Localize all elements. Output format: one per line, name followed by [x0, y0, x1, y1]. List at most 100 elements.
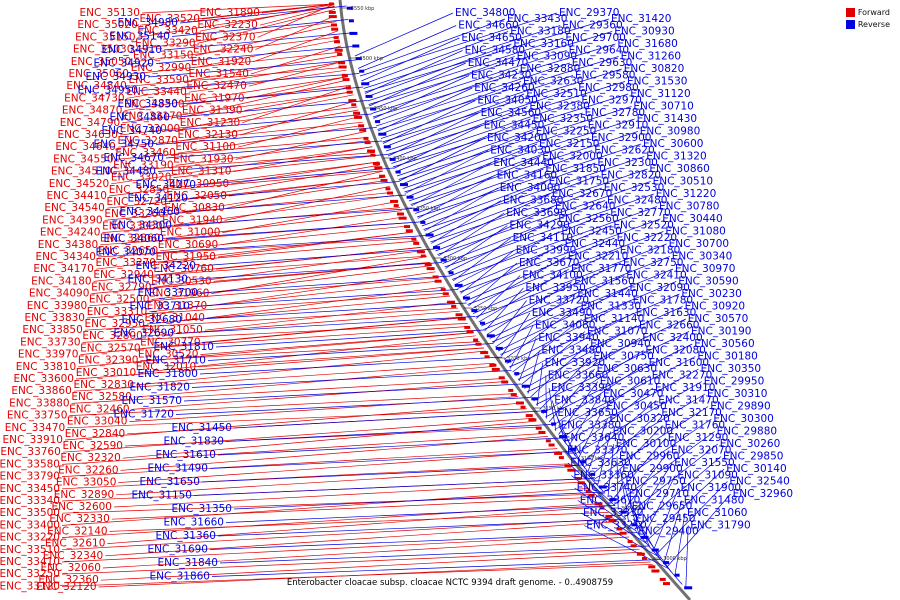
forward-gene-label[interactable]: ENC_35130 — [80, 7, 140, 19]
forward-gene-label[interactable]: ENC_33040 — [67, 416, 127, 428]
forward-gene-label[interactable]: ENC_32340 — [43, 550, 103, 562]
forward-gene-label[interactable]: ENC_31370 — [147, 300, 207, 312]
forward-gene-label[interactable]: ENC_33120 — [0, 580, 60, 592]
forward-gene-label[interactable]: ENC_32500 — [89, 294, 149, 306]
reverse-gene-label[interactable]: ENC_34860 — [110, 112, 170, 124]
forward-gene-label[interactable]: ENC_33300 — [124, 98, 184, 110]
forward-gene-label[interactable]: ENC_31000 — [160, 227, 220, 239]
reverse-gene-label[interactable]: ENC_32630 — [523, 76, 583, 88]
reverse-gene-label[interactable]: ENC_34050 — [477, 95, 537, 107]
reverse-gene-label[interactable]: ENC_34000 — [500, 182, 560, 194]
forward-gene-label[interactable]: ENC_33310 — [87, 306, 147, 318]
reverse-gene-label[interactable]: ENC_32770 — [610, 207, 670, 219]
forward-gene-label[interactable]: ENC_34510 — [51, 166, 111, 178]
forward-gene-label[interactable]: ENC_30770 — [140, 336, 200, 348]
reverse-gene-label[interactable]: ENC_31660 — [164, 517, 224, 529]
reverse-gene-label[interactable]: ENC_34270 — [136, 179, 196, 191]
forward-gene-label[interactable]: ENC_31960 — [149, 288, 209, 300]
forward-gene-label[interactable]: ENC_31920 — [191, 56, 251, 68]
reverse-gene-label[interactable]: ENC_31820 — [130, 382, 190, 394]
reverse-gene-label[interactable]: ENC_33840 — [554, 395, 614, 407]
forward-gene-label[interactable]: ENC_35030 — [73, 44, 133, 56]
reverse-gene-label[interactable]: ENC_29360 — [562, 20, 622, 32]
reverse-gene-label[interactable]: ENC_29750 — [625, 476, 685, 488]
reverse-gene-label[interactable]: ENC_34950 — [78, 85, 138, 97]
reverse-gene-label[interactable]: ENC_31480 — [684, 495, 744, 507]
reverse-gene-label[interactable]: ENC_33360 — [573, 470, 633, 482]
reverse-gene-label[interactable]: ENC_33370 — [567, 445, 627, 457]
forward-gene-label[interactable]: ENC_34410 — [47, 190, 107, 202]
reverse-gene-label[interactable]: ENC_30570 — [688, 313, 748, 325]
reverse-gene-label[interactable]: ENC_31800 — [138, 368, 198, 380]
forward-gene-label[interactable]: ENC_31050 — [142, 324, 202, 336]
reverse-gene-label[interactable]: ENC_31530 — [627, 76, 687, 88]
reverse-gene-label[interactable]: ENC_30820 — [624, 63, 684, 75]
forward-gene-label[interactable]: ENC_32850 — [109, 184, 169, 196]
forward-gene-label[interactable]: ENC_33580 — [0, 458, 60, 470]
reverse-gene-label[interactable]: ENC_30780 — [659, 201, 719, 213]
reverse-gene-label[interactable]: ENC_29400 — [638, 526, 698, 538]
forward-gene-label[interactable]: ENC_33520 — [140, 13, 200, 25]
forward-gene-label[interactable]: ENC_33810 — [16, 361, 76, 373]
forward-gene-label[interactable]: ENC_32370 — [195, 31, 255, 43]
reverse-gene-label[interactable]: ENC_33210 — [586, 520, 646, 532]
reverse-gene-label[interactable]: ENC_34230 — [471, 70, 531, 82]
forward-gene-label[interactable]: ENC_34520 — [49, 178, 109, 190]
reverse-gene-label[interactable]: ENC_31450 — [172, 422, 232, 434]
forward-gene-label[interactable]: ENC_30950 — [169, 178, 229, 190]
reverse-gene-label[interactable]: ENC_34850 — [118, 98, 178, 110]
forward-gene-label[interactable]: ENC_32360 — [38, 574, 98, 586]
reverse-gene-label[interactable]: ENC_30630 — [597, 363, 657, 375]
reverse-gene-label[interactable]: ENC_32750 — [623, 257, 683, 269]
reverse-gene-label[interactable]: ENC_34670 — [104, 152, 164, 164]
forward-gene-label[interactable]: ENC_35060 — [69, 68, 129, 80]
reverse-gene-label[interactable]: ENC_34920 — [94, 58, 154, 70]
reverse-gene-label[interactable]: ENC_33640 — [564, 432, 624, 444]
reverse-gene-label[interactable]: ENC_29370 — [559, 7, 619, 19]
reverse-gene-label[interactable]: ENC_31330 — [581, 301, 641, 313]
reverse-gene-label[interactable]: ENC_32660 — [639, 320, 699, 332]
forward-gene-label[interactable]: ENC_33440 — [126, 86, 186, 98]
reverse-gene-label[interactable]: ENC_30510 — [653, 176, 713, 188]
reverse-gene-label[interactable]: ENC_31550 — [674, 457, 734, 469]
reverse-gene-label[interactable]: ENC_34650 — [461, 32, 521, 44]
forward-gene-label[interactable]: ENC_31950 — [156, 251, 216, 263]
reverse-gene-label[interactable]: ENC_29580 — [575, 70, 635, 82]
reverse-gene-label[interactable]: ENC_33990 — [516, 245, 576, 257]
forward-gene-label[interactable]: ENC_33290 — [135, 37, 195, 49]
reverse-gene-label[interactable]: ENC_30140 — [726, 463, 786, 475]
forward-gene-label[interactable]: ENC_32320 — [60, 452, 120, 464]
reverse-gene-label[interactable]: ENC_34470 — [468, 57, 528, 69]
forward-gene-label[interactable]: ENC_32720 — [107, 196, 167, 208]
reverse-gene-label[interactable]: ENC_34800 — [455, 7, 515, 19]
reverse-gene-label[interactable]: ENC_31420 — [611, 13, 671, 25]
reverse-gene-label[interactable]: ENC_29900 — [622, 463, 682, 475]
reverse-gene-label[interactable]: ENC_34580 — [465, 45, 525, 57]
forward-gene-label[interactable]: ENC_33590 — [129, 74, 189, 86]
forward-gene-label[interactable]: ENC_33980 — [27, 300, 87, 312]
forward-gene-label[interactable]: ENC_33410 — [0, 556, 60, 568]
reverse-gene-label[interactable]: ENC_34070 — [96, 247, 156, 259]
reverse-gene-label[interactable]: ENC_31290 — [668, 432, 728, 444]
forward-gene-label[interactable]: ENC_33860 — [11, 385, 71, 397]
forward-gene-label[interactable]: ENC_32950 — [85, 318, 145, 330]
forward-gene-label[interactable]: ENC_32650 — [98, 245, 158, 257]
reverse-gene-label[interactable]: ENC_31220 — [656, 188, 716, 200]
reverse-gene-label[interactable]: ENC_30940 — [590, 338, 650, 350]
forward-gene-label[interactable]: ENC_32460 — [69, 403, 129, 415]
forward-gene-label[interactable]: ENC_32800 — [82, 330, 142, 342]
reverse-gene-label[interactable]: ENC_30610 — [600, 376, 660, 388]
forward-gene-label[interactable]: ENC_32870 — [118, 135, 178, 147]
forward-gene-label[interactable]: ENC_34550 — [53, 153, 113, 165]
forward-gene-label[interactable]: ENC_32390 — [78, 355, 138, 367]
reverse-gene-label[interactable]: ENC_31090 — [677, 470, 737, 482]
reverse-gene-label[interactable]: ENC_30340 — [672, 251, 732, 263]
reverse-gene-label[interactable]: ENC_30710 — [633, 101, 693, 113]
reverse-gene-label[interactable]: ENC_33680 — [503, 195, 563, 207]
reverse-gene-label[interactable]: ENC_31440 — [577, 288, 637, 300]
forward-gene-label[interactable]: ENC_31540 — [189, 68, 249, 80]
reverse-gene-label[interactable]: ENC_32150 — [539, 138, 599, 150]
reverse-gene-label[interactable]: ENC_30300 — [713, 413, 773, 425]
reverse-gene-label[interactable]: ENC_32820 — [601, 170, 661, 182]
reverse-gene-label[interactable]: ENC_30930 — [614, 26, 674, 38]
